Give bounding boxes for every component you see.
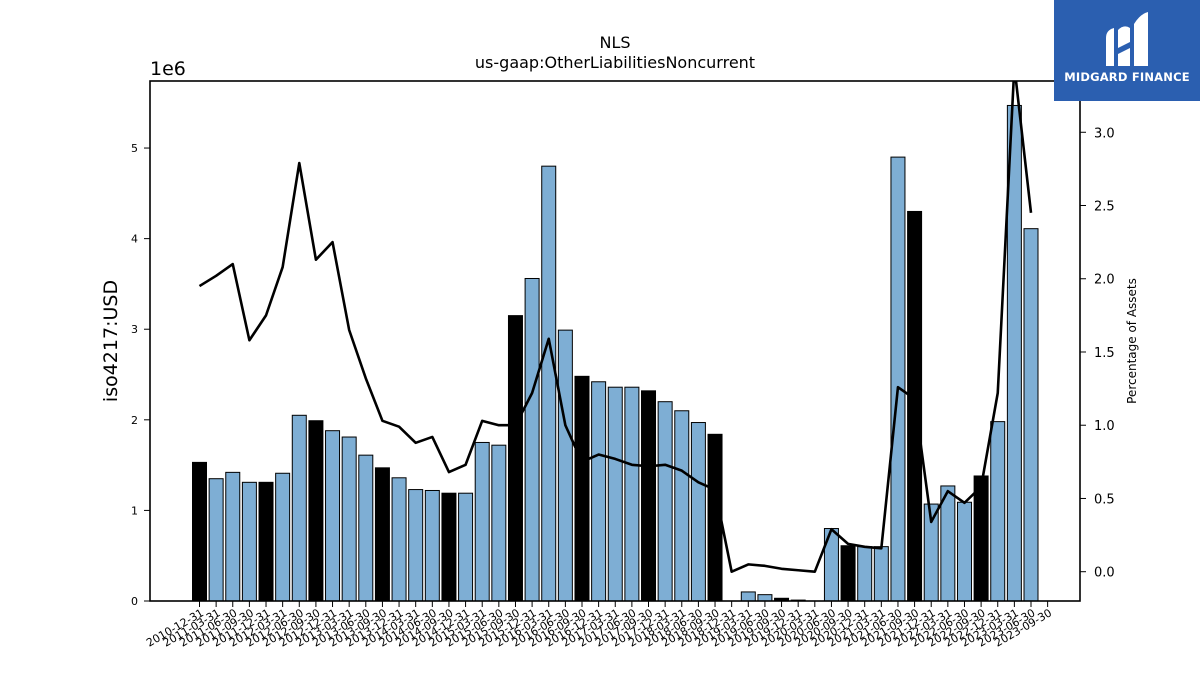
- bar: [241, 481, 257, 602]
- bar: [424, 489, 440, 602]
- bar: [308, 420, 324, 602]
- bar: [358, 454, 374, 602]
- bar: [857, 546, 873, 602]
- y2-tick-label: 2.0: [1094, 273, 1115, 288]
- y2-axis-label: Percentage of Assets: [1125, 278, 1139, 404]
- bar: [973, 475, 989, 602]
- y-tick-label: 3: [131, 323, 138, 336]
- bar: [624, 386, 640, 602]
- bar: [873, 546, 889, 602]
- bar: [291, 414, 307, 602]
- line-layer: [198, 81, 1033, 573]
- y2-tick-label: 1.0: [1094, 419, 1115, 434]
- bar: [225, 471, 241, 602]
- bar: [591, 381, 607, 602]
- y-axis-label: iso4217:USD: [100, 280, 122, 402]
- bar: [474, 441, 490, 602]
- bar: [258, 481, 274, 602]
- bar: [507, 315, 523, 602]
- bar: [524, 277, 540, 602]
- bar: [574, 375, 590, 602]
- y-tick-label: 4: [131, 233, 138, 246]
- logo-badge: MIDGARD FINANCE: [1054, 0, 1200, 101]
- y-offset-label: 1e6: [150, 58, 186, 80]
- bar: [391, 477, 407, 602]
- bar: [192, 461, 207, 602]
- bar: [940, 485, 956, 602]
- bar: [491, 444, 507, 602]
- bar: [607, 386, 623, 602]
- y-tick-label: 5: [131, 142, 138, 155]
- bar: [740, 591, 756, 602]
- y-tick-label: 1: [131, 504, 138, 517]
- bars-layer: [192, 104, 1039, 602]
- logo-text: MIDGARD FINANCE: [1064, 70, 1190, 84]
- bar: [458, 492, 474, 602]
- bar: [341, 436, 357, 602]
- bar: [1023, 228, 1039, 602]
- y2-tick-label: 0.5: [1094, 492, 1115, 507]
- percentage-line: [198, 81, 1033, 573]
- bar: [990, 421, 1006, 602]
- y-tick-label: 0: [131, 595, 138, 608]
- y2-tick-label: 0.0: [1094, 566, 1115, 581]
- y2-ticks: 0.0 0.5 1.0 1.5 2.0 2.5 3.0: [1080, 126, 1115, 581]
- bar: [208, 478, 224, 602]
- bar: [757, 594, 773, 602]
- x-ticks: 2010-12-312011-03-312011-06-302011-09-30…: [144, 601, 1054, 650]
- chart-subtitle: us-gaap:OtherLiabilitiesNoncurrent: [475, 53, 755, 72]
- y2-tick-label: 1.5: [1094, 346, 1115, 361]
- y2-tick-label: 2.5: [1094, 200, 1115, 215]
- bar: [275, 472, 291, 602]
- y-tick-label: 2: [131, 414, 138, 427]
- y2-tick-label: 3.0: [1094, 126, 1115, 141]
- bar: [657, 401, 673, 602]
- bar: [541, 165, 557, 602]
- y-ticks: 0 1 2 3 4 5: [131, 142, 150, 608]
- bar: [690, 422, 706, 602]
- bar: [840, 545, 856, 602]
- bar: [557, 329, 573, 602]
- bar: [325, 430, 341, 602]
- bar: [956, 501, 972, 602]
- bar: [674, 410, 690, 602]
- bar: [890, 156, 906, 602]
- bar: [641, 390, 657, 602]
- bar: [441, 492, 457, 602]
- midgard-logo-icon: [1106, 12, 1148, 66]
- bar: [374, 467, 390, 602]
- chart-title: NLS: [599, 33, 630, 52]
- bar: [408, 489, 424, 602]
